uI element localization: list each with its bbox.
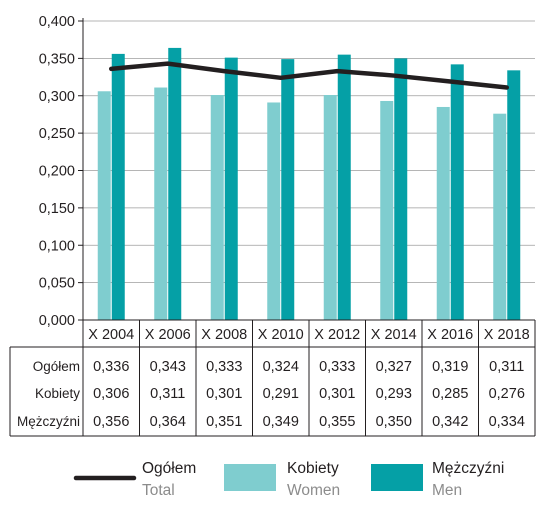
y-tick-label: 0,150 bbox=[39, 201, 75, 217]
table-cell: 0,285 bbox=[432, 386, 468, 402]
table-cell: 0,350 bbox=[376, 414, 412, 430]
table-cell: 0,291 bbox=[263, 386, 299, 402]
y-tick-label: 0,250 bbox=[39, 126, 75, 142]
bar-mezczyzni bbox=[394, 58, 408, 320]
table-cell: 0,276 bbox=[489, 386, 525, 402]
table-cell: 0,306 bbox=[93, 386, 129, 402]
table-cell: 0,319 bbox=[432, 359, 468, 375]
x-category-label: X 2016 bbox=[427, 327, 473, 343]
table-cell: 0,351 bbox=[206, 414, 242, 430]
table-cell: 0,343 bbox=[150, 359, 186, 375]
x-category-label: X 2010 bbox=[258, 327, 304, 343]
y-tick-label: 0,100 bbox=[39, 238, 75, 254]
table-cell: 0,333 bbox=[206, 359, 242, 375]
table-cell: 0,356 bbox=[93, 414, 129, 430]
table-cell: 0,327 bbox=[376, 359, 412, 375]
table-cell: 0,364 bbox=[150, 414, 186, 430]
x-category-label: X 2004 bbox=[88, 327, 134, 343]
table-cell: 0,349 bbox=[263, 414, 299, 430]
y-tick-label: 0,350 bbox=[39, 51, 75, 67]
bar-kobiety bbox=[380, 100, 394, 320]
table-cell: 0,342 bbox=[432, 414, 468, 430]
legend-label-kobiety: Kobiety bbox=[287, 460, 339, 477]
grid-lines bbox=[83, 20, 535, 284]
table-cell: 0,301 bbox=[206, 386, 242, 402]
x-category-label: X 2018 bbox=[484, 327, 530, 343]
bar-mezczyzni bbox=[337, 54, 351, 320]
y-tick-label: 0,400 bbox=[39, 14, 75, 30]
bar-kobiety bbox=[210, 95, 224, 320]
bar-mezczyzni bbox=[450, 64, 464, 320]
bar-kobiety bbox=[436, 106, 450, 321]
y-axis-ticks: 0,000 0,050 0,100 0,150 0,200 0,250 0,300 0,350… bbox=[39, 14, 84, 329]
legend-label-ogolem: Ogółem bbox=[142, 460, 196, 477]
y-tick-label: 0,000 bbox=[39, 313, 75, 329]
bar-kobiety bbox=[267, 102, 281, 320]
table-row-label: Ogółem bbox=[33, 359, 80, 374]
y-tick-label: 0,050 bbox=[39, 276, 75, 292]
table-cell: 0,324 bbox=[263, 359, 299, 375]
legend-sublabel-total: Total bbox=[142, 482, 175, 499]
x-category-label: X 2014 bbox=[371, 327, 417, 343]
legend-swatch-kobiety bbox=[224, 464, 276, 491]
bars bbox=[97, 47, 521, 321]
bar-mezczyzni bbox=[111, 53, 125, 320]
legend-sublabel-men: Men bbox=[432, 482, 462, 499]
table-cell: 0,293 bbox=[376, 386, 412, 402]
bar-kobiety bbox=[97, 91, 111, 320]
x-category-label: X 2008 bbox=[201, 327, 247, 343]
table-cell: 0,334 bbox=[489, 414, 525, 430]
line-ogolem bbox=[109, 61, 509, 90]
bar-mezczyzni bbox=[281, 59, 295, 321]
bar-mezczyzni bbox=[507, 70, 521, 321]
bar-mezczyzni bbox=[224, 57, 238, 320]
bar-kobiety bbox=[154, 87, 168, 320]
y-tick-label: 0,300 bbox=[39, 89, 75, 105]
table-cell: 0,333 bbox=[319, 359, 355, 375]
table-row-label: Kobiety bbox=[35, 386, 80, 401]
table-cell: 0,355 bbox=[319, 414, 355, 430]
x-category-label: X 2006 bbox=[145, 327, 191, 343]
legend-label-mezczyzni: Mężczyźni bbox=[432, 460, 504, 477]
x-category-label: X 2012 bbox=[314, 327, 360, 343]
legend-sublabel-women: Women bbox=[287, 482, 340, 499]
table-cell: 0,301 bbox=[319, 386, 355, 402]
data-table: X 2004 X 2006 X 2008 X 2010 X 2012 X 2014 X 20… bbox=[9, 319, 536, 437]
bar-kobiety bbox=[493, 113, 507, 320]
table-cell: 0,311 bbox=[489, 359, 524, 375]
table-cell: 0,336 bbox=[93, 359, 129, 375]
total-line-series bbox=[109, 61, 509, 90]
bar-mezczyzni bbox=[168, 47, 182, 320]
table-row-label: Mężczyźni bbox=[17, 414, 80, 429]
bar-kobiety bbox=[323, 95, 337, 320]
y-tick-label: 0,200 bbox=[39, 164, 75, 180]
legend: Ogółem Total Kobiety Women Mężczyźni Men bbox=[73, 460, 504, 499]
table-cell: 0,311 bbox=[150, 386, 185, 402]
legend-swatch-mezczyzni bbox=[371, 464, 423, 491]
